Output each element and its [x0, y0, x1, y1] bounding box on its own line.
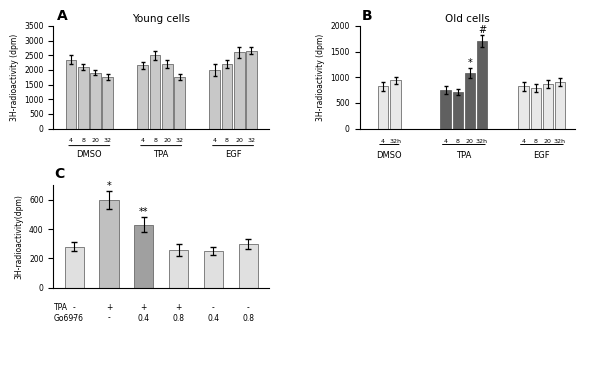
Bar: [174, 77, 185, 128]
Text: 4: 4: [444, 139, 448, 144]
Text: 8: 8: [456, 139, 460, 144]
Text: TPA: TPA: [456, 151, 471, 160]
Text: 8: 8: [153, 138, 157, 143]
Text: 0.8: 0.8: [173, 314, 184, 323]
Text: -: -: [247, 303, 250, 312]
Text: TPA: TPA: [154, 150, 169, 159]
Bar: [102, 77, 113, 128]
Text: 20: 20: [466, 139, 474, 144]
Text: B: B: [362, 9, 372, 23]
Text: +: +: [141, 303, 147, 312]
Bar: [554, 82, 565, 128]
Text: 8: 8: [225, 138, 229, 143]
Text: 4: 4: [213, 138, 216, 143]
Bar: [162, 64, 173, 128]
Bar: [234, 52, 244, 128]
Text: -: -: [108, 314, 110, 323]
Text: 0.4: 0.4: [138, 314, 150, 323]
Text: -: -: [73, 303, 76, 312]
Bar: [66, 59, 76, 128]
Title: Old cells: Old cells: [445, 14, 490, 24]
Bar: [452, 92, 463, 128]
Bar: [464, 73, 475, 128]
Bar: [531, 88, 541, 128]
Text: 20: 20: [163, 138, 171, 143]
Text: -: -: [73, 314, 76, 323]
Bar: [390, 80, 401, 128]
Text: 4: 4: [522, 139, 526, 144]
Text: 32h: 32h: [554, 139, 566, 144]
Bar: [238, 244, 258, 288]
Bar: [518, 86, 529, 128]
Text: *: *: [467, 58, 472, 68]
Title: Young cells: Young cells: [132, 14, 190, 24]
Text: 32: 32: [104, 138, 111, 143]
Bar: [100, 200, 119, 288]
Bar: [246, 51, 257, 128]
Text: C: C: [54, 167, 64, 181]
Bar: [209, 70, 220, 128]
Text: EGF: EGF: [225, 150, 241, 159]
Text: +: +: [176, 303, 182, 312]
Text: Go6976: Go6976: [54, 314, 84, 323]
Text: 4: 4: [141, 138, 145, 143]
Text: 0.4: 0.4: [208, 314, 219, 323]
Bar: [90, 73, 101, 128]
Text: +: +: [106, 303, 112, 312]
Bar: [134, 225, 154, 288]
Bar: [65, 247, 84, 288]
Bar: [222, 64, 232, 128]
Bar: [441, 90, 451, 128]
Text: *: *: [107, 181, 111, 191]
Text: A: A: [57, 10, 68, 24]
Text: 20: 20: [91, 138, 100, 143]
Bar: [138, 65, 148, 128]
Text: 4: 4: [381, 139, 385, 144]
Bar: [78, 67, 88, 128]
Text: 32h: 32h: [390, 139, 401, 144]
Y-axis label: 3H-radioactivity (dpm): 3H-radioactivity (dpm): [9, 34, 18, 121]
Text: DMSO: DMSO: [377, 151, 402, 160]
Text: 8: 8: [81, 138, 85, 143]
Y-axis label: 3H-radioactivity(dpm): 3H-radioactivity(dpm): [14, 194, 24, 279]
Bar: [543, 84, 553, 128]
Text: 20: 20: [235, 138, 243, 143]
Bar: [169, 250, 188, 288]
Text: DMSO: DMSO: [76, 150, 102, 159]
Bar: [477, 41, 487, 128]
Text: 0.8: 0.8: [242, 314, 254, 323]
Text: 32h: 32h: [476, 139, 488, 144]
Bar: [204, 251, 223, 288]
Text: 20: 20: [544, 139, 552, 144]
Text: 8: 8: [534, 139, 538, 144]
Y-axis label: 3H-radioactivity (dpm): 3H-radioactivity (dpm): [316, 34, 325, 121]
Text: 4: 4: [69, 138, 73, 143]
Bar: [378, 86, 388, 128]
Text: 32: 32: [176, 138, 183, 143]
Text: #: #: [478, 25, 486, 35]
Text: 32: 32: [247, 138, 256, 143]
Text: EGF: EGF: [534, 151, 550, 160]
Text: TPA: TPA: [54, 303, 68, 312]
Bar: [149, 55, 161, 128]
Text: **: **: [139, 207, 149, 217]
Text: -: -: [212, 303, 215, 312]
